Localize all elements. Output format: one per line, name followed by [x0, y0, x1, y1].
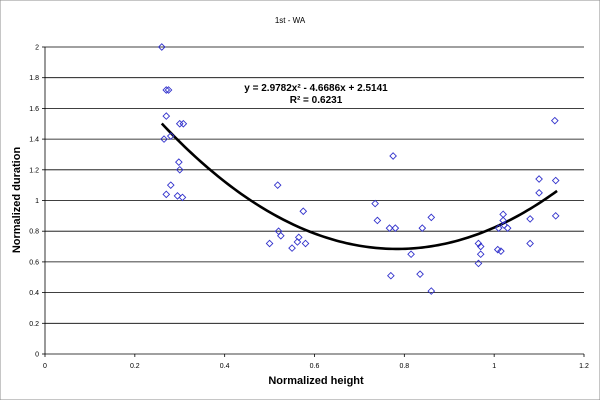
- y-tick-label: 0.6: [29, 259, 39, 266]
- data-point: [418, 224, 427, 232]
- y-tick-label: 0.2: [29, 321, 39, 328]
- y-tick-label: 1.2: [29, 167, 39, 174]
- x-tick-label: 1: [492, 363, 496, 370]
- y-tick-label: 0.8: [29, 229, 39, 236]
- data-point: [288, 244, 296, 252]
- data-point: [301, 239, 310, 248]
- data-point: [293, 238, 302, 246]
- data-point: [273, 181, 282, 189]
- data-point: [526, 215, 534, 223]
- y-tick-label: 1.4: [29, 137, 39, 144]
- data-point: [474, 259, 483, 268]
- chart-title: 1st - WA: [275, 16, 306, 25]
- data-point: [166, 132, 175, 140]
- data-point: [494, 224, 503, 232]
- data-point: [476, 242, 485, 251]
- trendline-equation: y = 2.9782x² - 4.6686x + 2.5141: [244, 83, 388, 94]
- r-squared-label: R² = 0.6231: [290, 95, 343, 106]
- data-point: [493, 245, 502, 254]
- x-tick-label: 1.2: [579, 363, 589, 370]
- x-axis-title: Normalized height: [268, 375, 364, 387]
- data-point: [474, 239, 483, 248]
- data-point: [387, 271, 395, 280]
- data-point: [499, 216, 507, 225]
- data-point: [385, 224, 394, 232]
- data-point: [299, 207, 308, 216]
- data-point: [407, 250, 415, 259]
- trendline: [160, 122, 558, 251]
- data-point: [178, 193, 187, 202]
- y-tick-label: 1.8: [29, 75, 39, 82]
- data-point: [551, 176, 560, 185]
- y-tick-label: 0: [35, 352, 39, 359]
- data-point: [535, 188, 543, 197]
- data-point: [164, 86, 173, 94]
- y-tick-label: 1.6: [29, 106, 39, 113]
- data-point: [526, 239, 534, 248]
- data-point: [162, 112, 171, 120]
- data-point: [476, 250, 485, 259]
- x-tick-label: 0.2: [130, 363, 140, 370]
- data-point: [499, 210, 507, 219]
- x-tick-label: 0.6: [310, 363, 320, 370]
- data-point: [162, 190, 171, 199]
- data-point: [265, 239, 274, 248]
- data-point: [389, 152, 397, 160]
- y-tick-label: 2: [35, 45, 39, 52]
- y-tick-label: 1: [35, 198, 39, 205]
- data-point: [162, 86, 171, 94]
- data-point: [373, 216, 382, 225]
- data-point: [416, 270, 424, 279]
- y-tick-label: 0.4: [29, 290, 39, 297]
- data-point: [166, 181, 175, 189]
- data-point: [157, 43, 166, 51]
- data-point: [371, 199, 379, 208]
- data-point: [179, 119, 188, 128]
- x-tick-label: 0.8: [399, 363, 409, 370]
- data-point: [175, 158, 183, 166]
- y-axis-title: Normalized duration: [11, 147, 23, 254]
- x-tick-label: 0.4: [220, 363, 230, 370]
- data-point: [550, 116, 559, 125]
- data-point: [173, 192, 182, 200]
- data-point: [175, 165, 184, 174]
- x-tick-label: 0: [43, 363, 47, 370]
- data-point: [175, 119, 184, 128]
- data-point: [391, 224, 400, 232]
- data-point: [427, 287, 436, 295]
- data-point: [427, 213, 436, 222]
- data-point: [551, 212, 560, 220]
- data-point: [503, 224, 512, 232]
- data-point: [160, 135, 168, 143]
- data-point: [276, 231, 285, 240]
- data-point: [535, 175, 543, 183]
- data-point: [497, 247, 505, 255]
